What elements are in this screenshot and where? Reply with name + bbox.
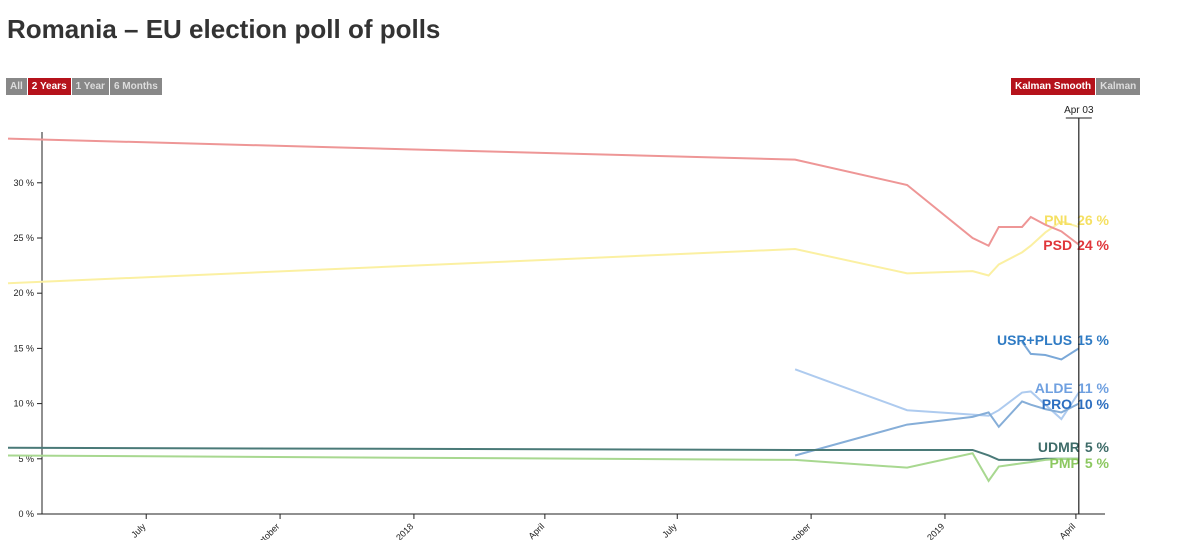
y-tick-label: 5 % [18, 454, 34, 464]
series-line [794, 368, 1080, 421]
series-name: PMP [1050, 455, 1080, 471]
series-value-label: 11 % [1078, 380, 1110, 396]
x-tick-label: July [660, 521, 679, 540]
x-tick-label: July [129, 521, 148, 540]
series-name: ALDE [1035, 380, 1073, 396]
cursor-label: Apr 03 [1064, 105, 1094, 116]
y-tick-label: 30 % [13, 178, 34, 188]
range-button[interactable]: 2 Years [27, 78, 71, 95]
smoothing-button[interactable]: Kalman Smooth [1011, 78, 1096, 95]
x-tick-label: October [252, 521, 282, 540]
series-value-label: 24 % [1077, 237, 1109, 253]
series-line [7, 220, 1080, 285]
y-tick-label: 15 % [13, 343, 34, 353]
x-tick-label: April [1058, 521, 1078, 540]
y-tick-label: 25 % [13, 233, 34, 243]
series-line [1021, 341, 1080, 361]
series-name: PNL [1044, 212, 1072, 228]
smoothing-button[interactable]: Kalman [1096, 78, 1141, 95]
range-button[interactable]: 6 Months [109, 78, 162, 95]
series-label: PRO 10 % [1042, 396, 1110, 412]
series-value-label: 5 % [1085, 439, 1110, 455]
chart-title: Romania – EU election poll of polls [7, 14, 441, 44]
series-label: ALDE 11 % [1035, 380, 1110, 396]
series-name: PSD [1043, 237, 1072, 253]
series-value-label: 26 % [1077, 212, 1109, 228]
x-tick-label: October [783, 521, 813, 540]
range-button[interactable]: 1 Year [71, 78, 109, 95]
range-button[interactable]: All [6, 78, 27, 95]
y-tick-label: 0 % [18, 509, 34, 519]
series-label: PNL 26 % [1044, 212, 1109, 228]
series-name: PRO [1042, 396, 1072, 412]
series-label: PMP 5 % [1050, 455, 1110, 471]
smoothing-buttons: Kalman Smooth Kalman [1011, 78, 1141, 95]
x-tick-label: 2018 [394, 521, 415, 540]
y-tick-label: 10 % [13, 399, 34, 409]
series-line [794, 400, 1080, 457]
series-value-label: 5 % [1085, 455, 1110, 471]
series-value-label: 10 % [1077, 396, 1109, 412]
series-line [7, 137, 1080, 248]
series-label: PSD 24 % [1043, 237, 1109, 253]
x-tick-label: 2019 [925, 521, 946, 540]
y-tick-label: 20 % [13, 288, 34, 298]
x-tick-label: April [526, 521, 546, 540]
range-buttons: All 2 Years 1 Year 6 Months [6, 78, 162, 95]
series-label: UDMR 5 % [1038, 439, 1110, 455]
series-name: UDMR [1038, 439, 1080, 455]
series-line [7, 452, 1079, 483]
series-value-label: 15 % [1077, 332, 1109, 348]
series-name: USR+PLUS [997, 332, 1072, 348]
series-label: USR+PLUS 15 % [997, 332, 1110, 348]
